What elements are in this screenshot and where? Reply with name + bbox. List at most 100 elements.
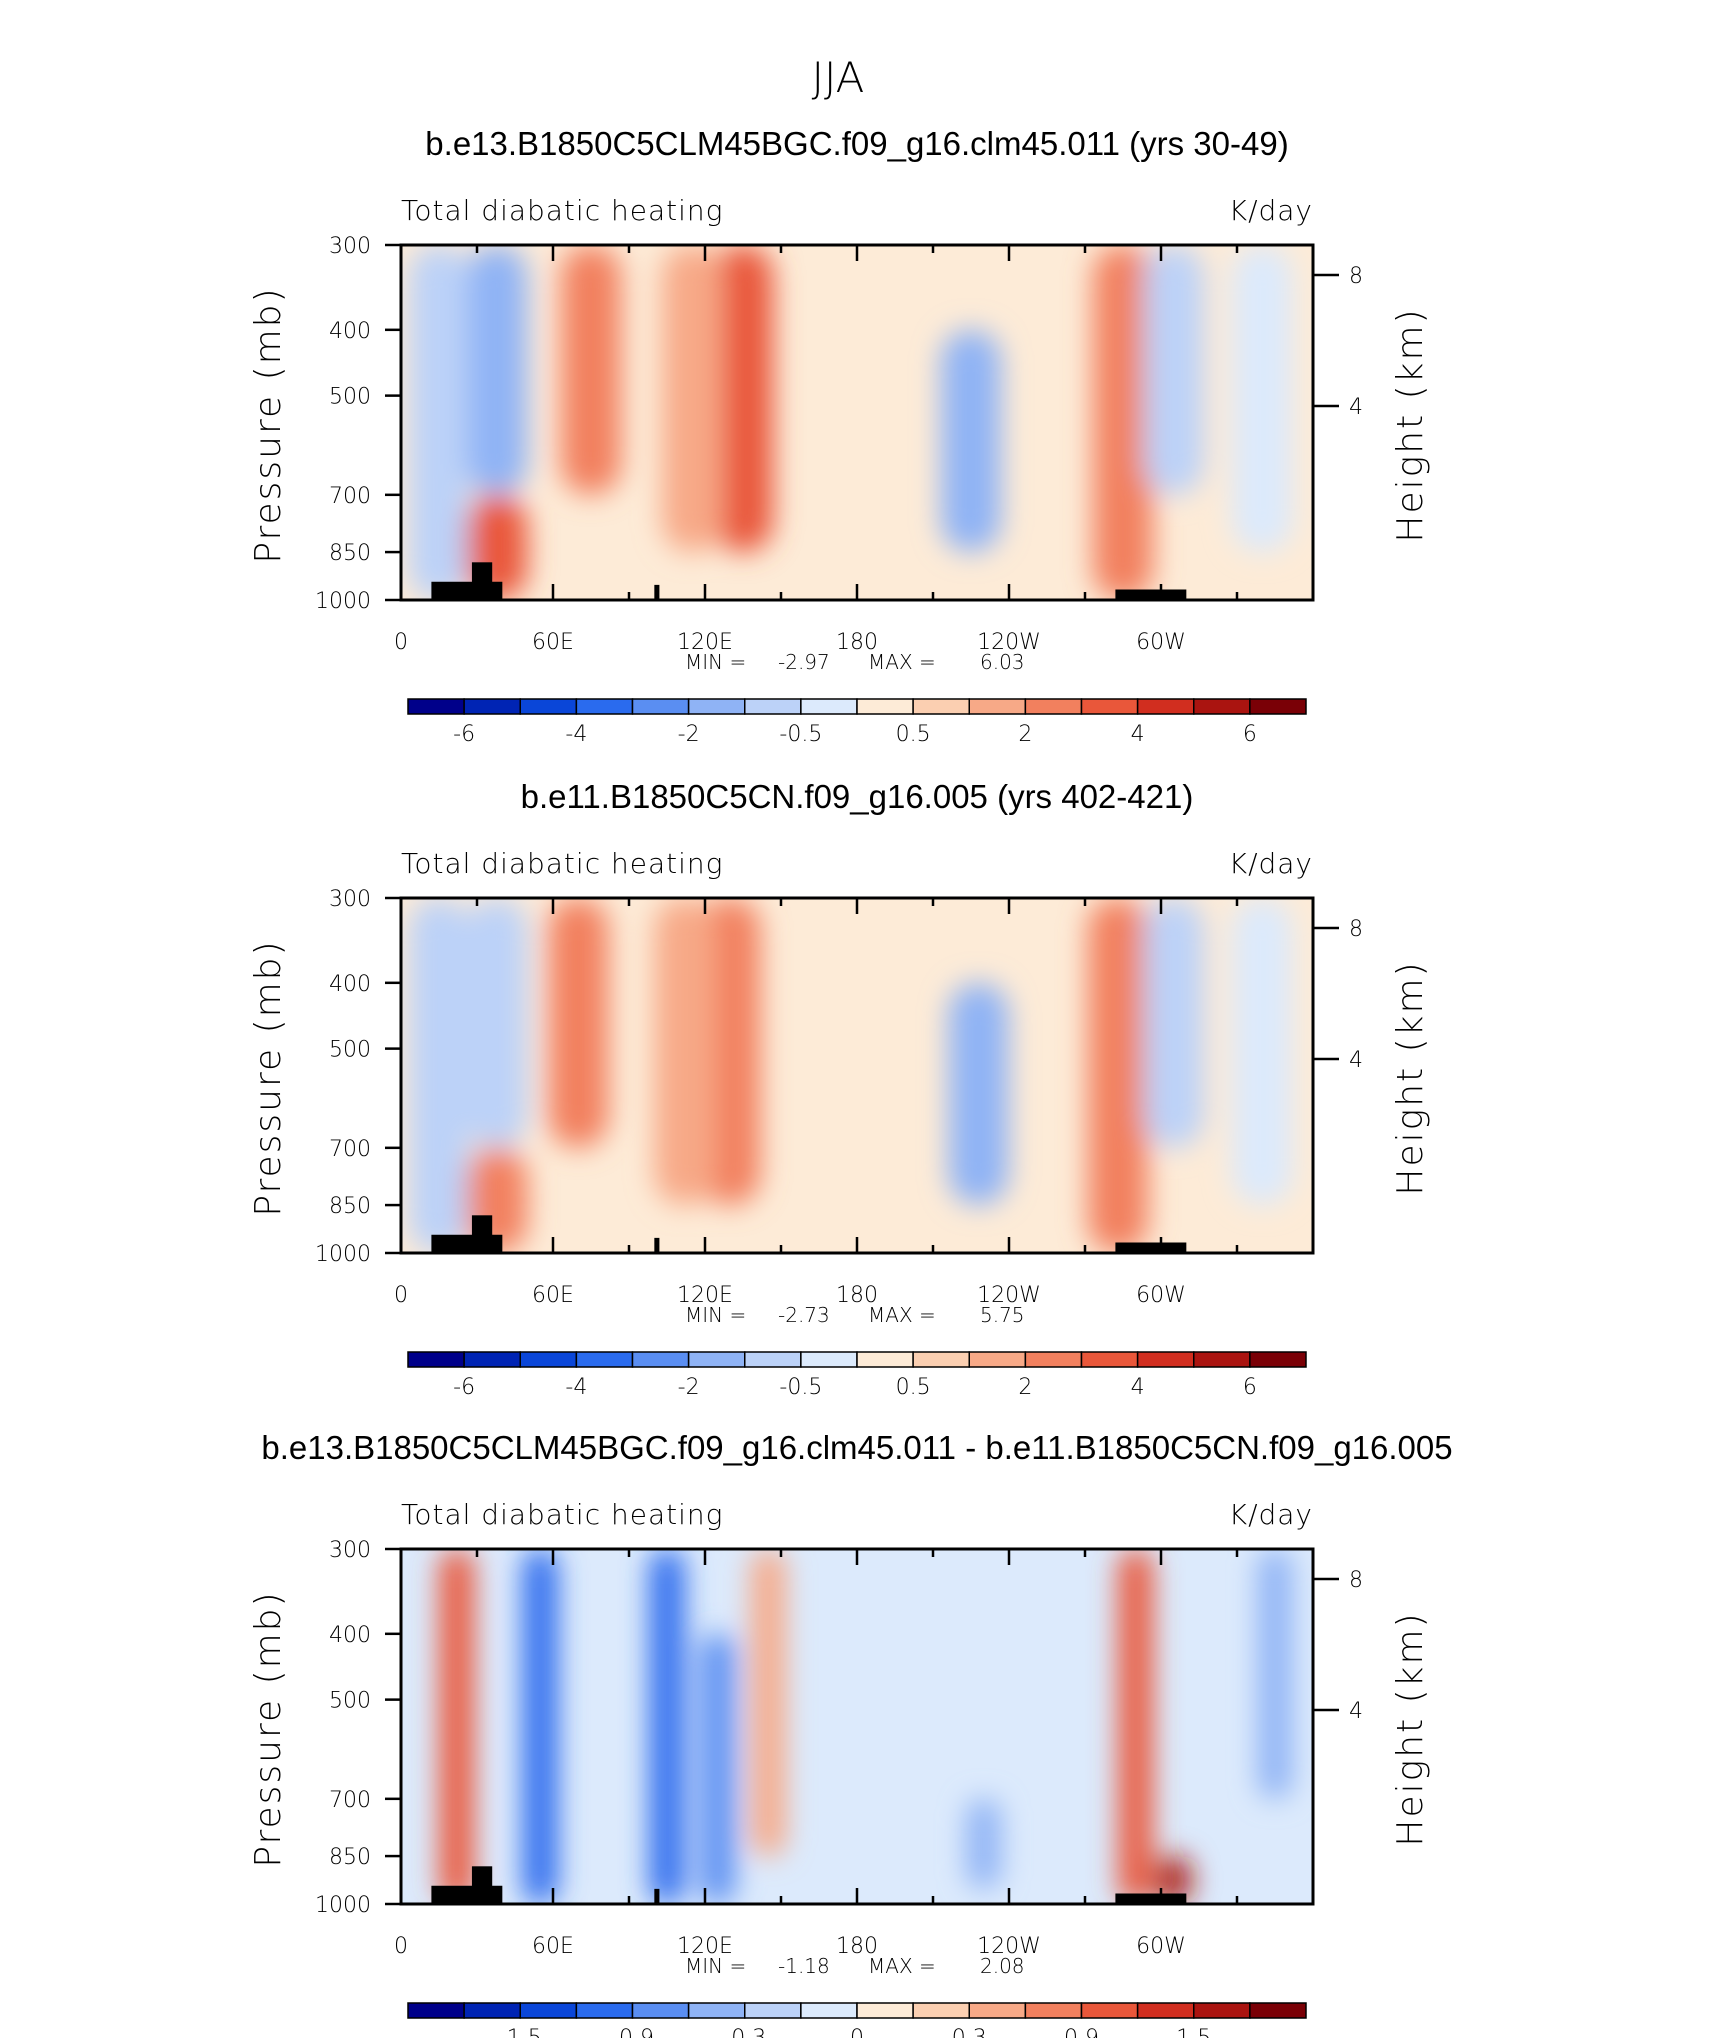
orography [654,1237,660,1253]
field-feature [1087,898,1148,1253]
panel-3: b.e13.B1850C5CLM45BGC.f09_g16.clm45.011 … [248,1429,1453,2038]
x-tick-label: 60W [1136,1283,1186,1308]
y2-tick-label: 8 [1349,1568,1363,1593]
y-tick-label: 300 [329,234,371,259]
x-tick-label: 60E [532,1934,574,1959]
min-label: MIN = [685,650,746,674]
x-tick-label: 120E [677,630,733,655]
colorbar-swatch [856,1351,914,1368]
figure-title: JJA [812,53,865,102]
colorbar-swatch [687,1351,746,1368]
field-feature [409,898,469,1253]
field-feature [948,982,1009,1206]
colorbar-label: -6 [453,722,475,747]
field-feature [751,1549,786,1857]
y-tick-label: 500 [329,1038,371,1063]
colorbar-swatch [912,2002,970,2019]
orography [471,1866,493,1904]
colorbar-label: -4 [565,722,587,747]
min-value: -1.18 [778,1954,830,1978]
colorbar-swatch [1136,698,1195,715]
y2-tick-label: 4 [1349,1048,1363,1073]
y-tick-label: 700 [329,484,371,509]
x-tick-label: 60W [1136,1934,1186,1959]
colorbar-swatch [407,1351,465,1368]
colorbar-swatch [1080,2002,1139,2019]
colorbar-swatch [1193,698,1251,715]
y-tick-label: 500 [329,1689,371,1714]
colorbar-swatch [968,698,1027,715]
colorbar-swatch [968,2002,1027,2019]
max-label: MAX = [868,1303,936,1327]
colorbar-swatch [744,1351,802,1368]
y-tick-label: 850 [329,541,371,566]
colorbar-label: 0 [850,2026,864,2038]
colorbar-swatch [1193,2002,1251,2019]
colorbar-swatch [856,2002,914,2019]
colorbar-swatch [800,1351,858,1368]
colorbar-swatch [687,2002,746,2019]
y-axis-label: Pressure (mb) [248,286,289,563]
x-tick-label: 120W [977,1934,1041,1959]
colorbar-swatch [687,698,746,715]
y2-tick-label: 4 [1349,1699,1363,1724]
y2-axis-label: Height (km) [1390,307,1431,542]
field-feature [662,245,723,553]
colorbar-swatch [912,698,970,715]
panel-2: b.e11.B1850C5CN.f09_g16.005 (yrs 402-421… [248,778,1431,1400]
field-feature [1156,1856,1191,1904]
colorbar-swatch [519,1351,578,1368]
x-tick-label: 180 [836,1934,878,1959]
field-feature [523,1549,558,1904]
x-tick-label: 60W [1136,630,1186,655]
units-label: K/day [1229,1498,1313,1531]
y-tick-label: 1000 [315,589,371,614]
heatmap-field [401,245,1313,600]
colorbar-swatch [1024,2002,1083,2019]
y-axis-label: Pressure (mb) [248,1590,289,1867]
panel-title: b.e11.B1850C5CN.f09_g16.005 (yrs 402-421… [521,778,1194,815]
colorbar-label: -4 [565,1375,587,1400]
field-feature [1093,245,1153,600]
x-tick-label: 180 [836,1283,878,1308]
variable-label: Total diabatic heating [401,194,723,227]
field-feature [561,245,621,495]
y-tick-label: 700 [329,1137,371,1162]
colorbar-swatch [631,698,690,715]
colorbar-swatch [800,2002,858,2019]
colorbar-label: 4 [1131,1375,1145,1400]
colorbar-label: 6 [1243,722,1257,747]
colorbar-swatch [1080,698,1139,715]
y-axis-label: Pressure (mb) [248,939,289,1216]
x-tick-label: 120W [977,630,1041,655]
orography [654,584,660,600]
heatmap-field [401,1549,1313,1904]
orography [1115,1242,1187,1253]
colorbar-swatch [575,1351,634,1368]
colorbar-swatch [519,698,578,715]
field-feature [713,245,773,553]
colorbar-swatch [407,698,465,715]
colorbar-label: 4 [1131,722,1145,747]
field-feature [1143,898,1204,1148]
min-value: -2.97 [778,650,830,674]
colorbar-label: 6 [1243,1375,1257,1400]
y-tick-label: 1000 [315,1242,371,1267]
variable-label: Total diabatic heating [401,1498,723,1531]
colorbar-swatch [1136,1351,1195,1368]
y-tick-label: 850 [329,1845,371,1870]
max-value: 2.08 [980,1954,1025,1978]
field-feature [409,245,469,600]
orography [1115,1893,1187,1904]
y2-axis-label: Height (km) [1390,1611,1431,1846]
panel-title: b.e13.B1850C5CLM45BGC.f09_g16.clm45.011 … [261,1429,1452,1466]
colorbar-label: -0.5 [779,722,822,747]
y2-tick-label: 8 [1349,917,1363,942]
colorbar-label: 0.3 [952,2026,987,2038]
max-label: MAX = [868,650,936,674]
units-label: K/day [1229,847,1313,880]
min-value: -2.73 [778,1303,830,1327]
orography [654,1888,660,1904]
y-tick-label: 400 [329,319,371,344]
